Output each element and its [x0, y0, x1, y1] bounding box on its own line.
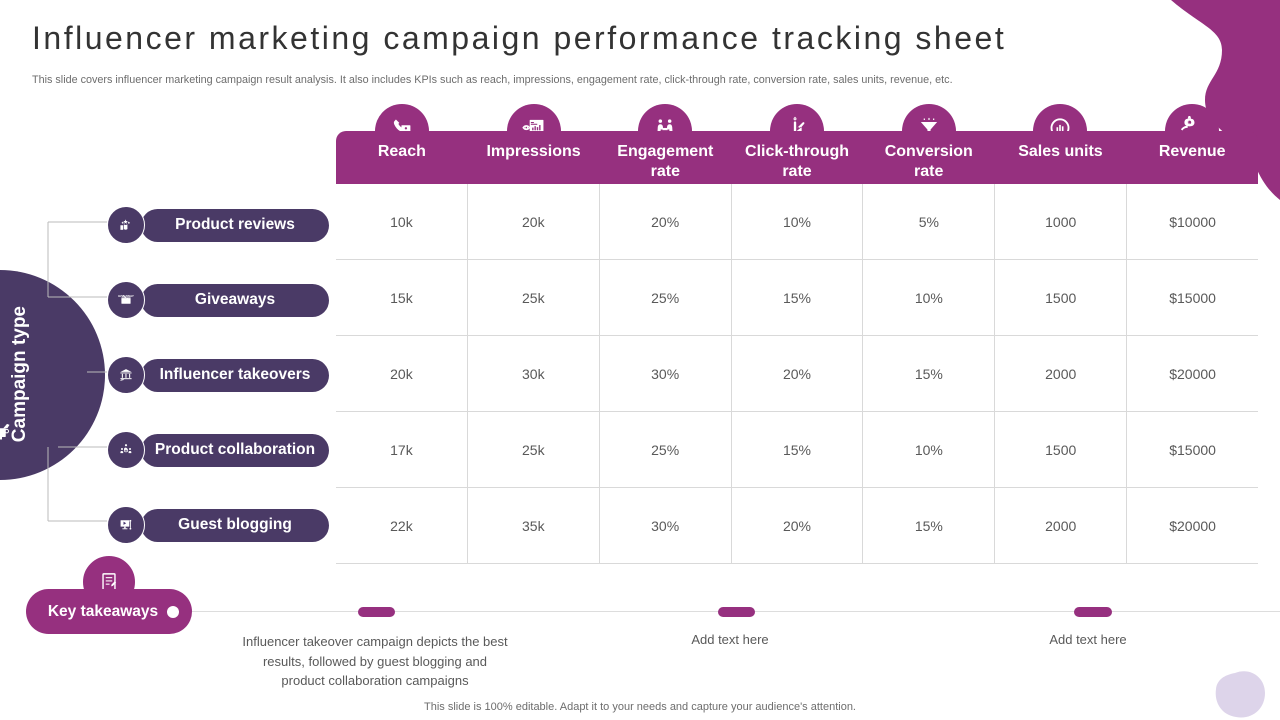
svg-text:GIVEAWAY: GIVEAWAY	[118, 294, 134, 298]
